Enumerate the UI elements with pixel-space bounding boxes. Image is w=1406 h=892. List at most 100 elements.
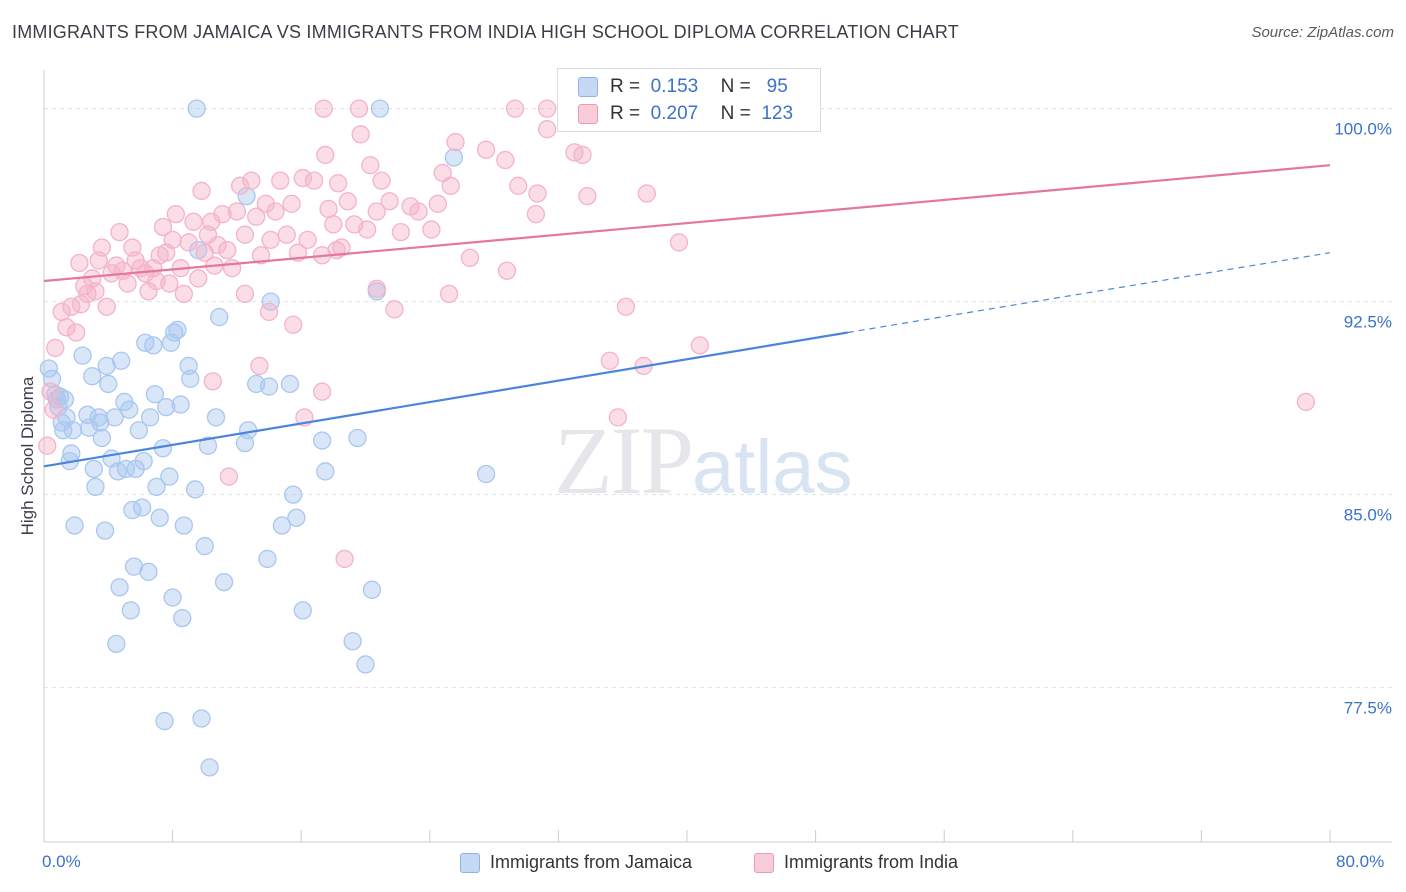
jamaica-point <box>362 580 382 599</box>
jamaica-point <box>192 709 211 728</box>
jamaica-point <box>63 421 83 440</box>
x-tick-label-min: 0.0% <box>42 852 81 871</box>
legend-label-jamaica: Immigrants from Jamaica <box>490 852 693 872</box>
jamaica-point <box>476 464 496 484</box>
india-point <box>251 246 271 265</box>
india-point <box>385 300 404 319</box>
jamaica-point <box>112 351 131 370</box>
india-point <box>497 261 517 280</box>
jamaica-point <box>173 608 192 628</box>
india-point <box>261 230 280 249</box>
series-legend: Immigrants from Jamaica Immigrants from … <box>0 852 1406 876</box>
india-point <box>537 120 557 139</box>
india-point <box>380 192 399 211</box>
india-point <box>174 284 194 304</box>
india-point <box>314 99 333 118</box>
y-tick-label: 100.0% <box>1334 120 1392 139</box>
india-point <box>46 338 65 358</box>
india-point <box>259 302 279 322</box>
india-point <box>528 184 547 203</box>
india-point <box>367 279 386 298</box>
india-point <box>367 202 386 221</box>
india-point <box>293 168 312 188</box>
india-point <box>391 222 411 242</box>
jamaica-point <box>147 477 166 497</box>
india-point <box>298 230 317 249</box>
jamaica-point <box>174 516 194 535</box>
jamaica-point <box>105 408 124 427</box>
india-point <box>118 274 137 293</box>
india-point <box>218 240 237 260</box>
y-tick-label: 92.5% <box>1344 313 1392 332</box>
india-point <box>526 204 546 224</box>
watermark: ZIPatlas <box>554 405 853 516</box>
jamaica-point <box>348 428 367 448</box>
jamaica-point <box>160 467 179 486</box>
india-point <box>230 176 250 195</box>
jamaica-point <box>370 99 390 118</box>
india-point <box>422 220 441 239</box>
jamaica-point <box>287 508 306 527</box>
jamaica-point <box>200 758 219 777</box>
india-point <box>637 184 656 203</box>
stats-legend-row-jamaica: R = 0.153 N = 95 <box>578 75 788 99</box>
jamaica-point <box>95 521 115 540</box>
n-label: N = <box>720 76 751 97</box>
legend-swatch-india <box>578 104 598 124</box>
jamaica-point <box>86 477 105 497</box>
india-point <box>496 150 515 170</box>
legend-item-india: Immigrants from India <box>754 852 958 873</box>
jamaica-point <box>55 390 75 409</box>
india-point <box>372 171 391 190</box>
jamaica-point <box>129 421 148 440</box>
n-value: 95 <box>766 76 788 97</box>
y-axis-label: High School Diploma <box>18 376 37 536</box>
jamaica-point <box>165 323 184 342</box>
r-label: R = <box>610 76 641 97</box>
india-point <box>316 145 335 165</box>
jamaica-point <box>163 588 182 607</box>
india-point <box>573 145 592 165</box>
india-point <box>153 217 173 237</box>
india-point <box>235 225 255 244</box>
r-value: 0.153 <box>650 76 699 97</box>
n-label: N = <box>720 103 751 124</box>
trend-line-jamaica <box>43 331 848 468</box>
india-point <box>250 356 269 376</box>
jamaica-point <box>210 307 229 327</box>
india-point <box>44 400 63 419</box>
india-point <box>509 176 528 195</box>
jamaica-point <box>356 655 375 674</box>
india-point <box>324 215 343 234</box>
india-point <box>284 315 303 334</box>
legend-item-jamaica: Immigrants from Jamaica <box>460 852 692 873</box>
india-point <box>227 202 247 221</box>
india-point <box>460 248 480 268</box>
india-point <box>41 382 60 401</box>
india-point <box>235 284 255 304</box>
jamaica-point <box>258 549 277 569</box>
jamaica-point <box>168 320 187 340</box>
india-point <box>329 174 348 193</box>
jamaica-point <box>139 562 158 581</box>
jamaica-point <box>284 485 303 504</box>
india-point <box>192 181 211 201</box>
india-point <box>242 171 261 190</box>
india-point <box>304 171 324 190</box>
jamaica-point <box>155 711 174 731</box>
legend-swatch-jamaica <box>460 852 480 873</box>
india-point <box>266 202 285 221</box>
jamaica-point <box>312 431 332 450</box>
legend-label-india: Immigrants from India <box>784 852 959 872</box>
jamaica-point <box>157 397 176 417</box>
india-point <box>578 186 597 206</box>
y-tick-labels: 77.5% 85.0% 92.5% 100.0% <box>1334 120 1392 718</box>
jamaica-point <box>259 377 279 396</box>
india-point <box>690 336 710 355</box>
jamaica-point <box>99 374 118 394</box>
jamaica-point <box>171 395 190 414</box>
india-point <box>38 436 57 455</box>
trend-line-india <box>43 164 1331 283</box>
india-point <box>86 282 105 301</box>
